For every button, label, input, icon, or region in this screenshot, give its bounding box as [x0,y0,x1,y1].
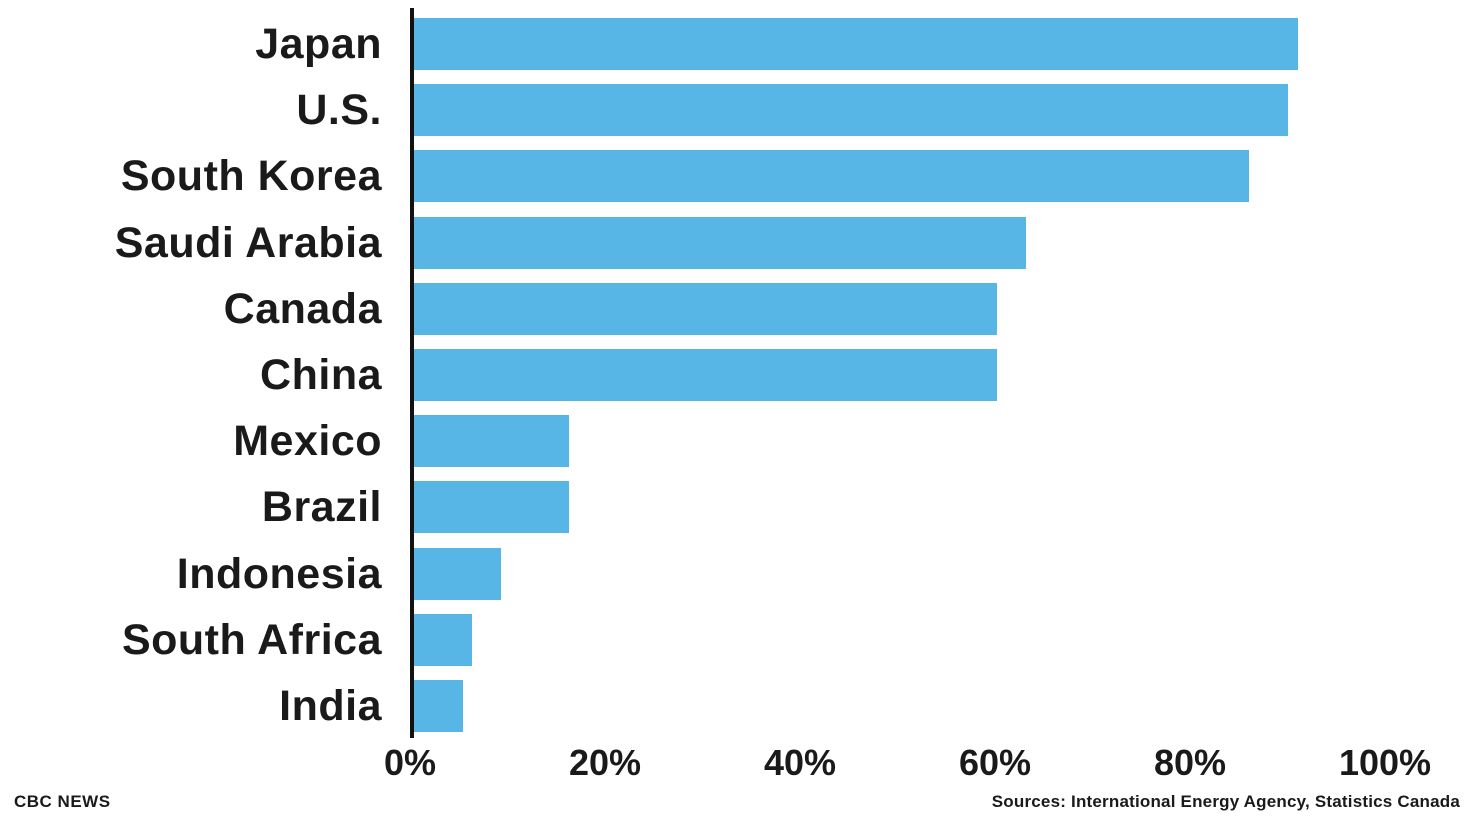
x-tick-label-80: 80% [1153,742,1227,783]
plot-area [410,8,1385,738]
bar-india [414,680,463,732]
sources-note: Sources: International Energy Agency, St… [991,792,1460,811]
category-label-indonesia: Indonesia [176,549,382,598]
bar-south-korea [414,150,1250,203]
category-label-canada: Canada [223,284,382,333]
category-label-japan: Japan [255,20,382,68]
category-label-brazil: Brazil [261,483,382,532]
bar-south-africa [414,613,473,666]
category-label-india: India [279,682,382,730]
x-tick-label-100: 100% [1338,742,1432,783]
bar-japan [414,18,1298,70]
bar-china [414,349,997,401]
bar-indonesia [414,547,502,600]
bar-u-s [414,84,1288,137]
x-tick-label-60: 60% [958,742,1032,783]
category-label-u-s: U.S. [296,86,382,135]
x-tick-label-0: 0% [383,742,437,783]
attribution-cbc-news: CBC NEWS [14,792,111,811]
x-tick-label-20: 20% [568,742,642,783]
category-label-saudi-arabia: Saudi Arabia [114,218,382,267]
x-tick-label-40: 40% [763,742,837,783]
bar-saudi-arabia [414,216,1026,269]
bar-mexico [414,415,570,468]
x-axis: 0% 20% 40% 60% 80% 100% [384,742,1431,786]
category-label-south-africa: South Africa [121,615,382,664]
category-labels: Japan U.S. South Korea Saudi Arabia Canada Ch… [0,8,396,738]
category-label-mexico: Mexico [233,417,382,466]
bar-brazil [414,481,570,534]
bar-canada [414,282,997,335]
category-label-china: China [260,351,382,399]
category-label-south-korea: South Korea [120,152,382,201]
